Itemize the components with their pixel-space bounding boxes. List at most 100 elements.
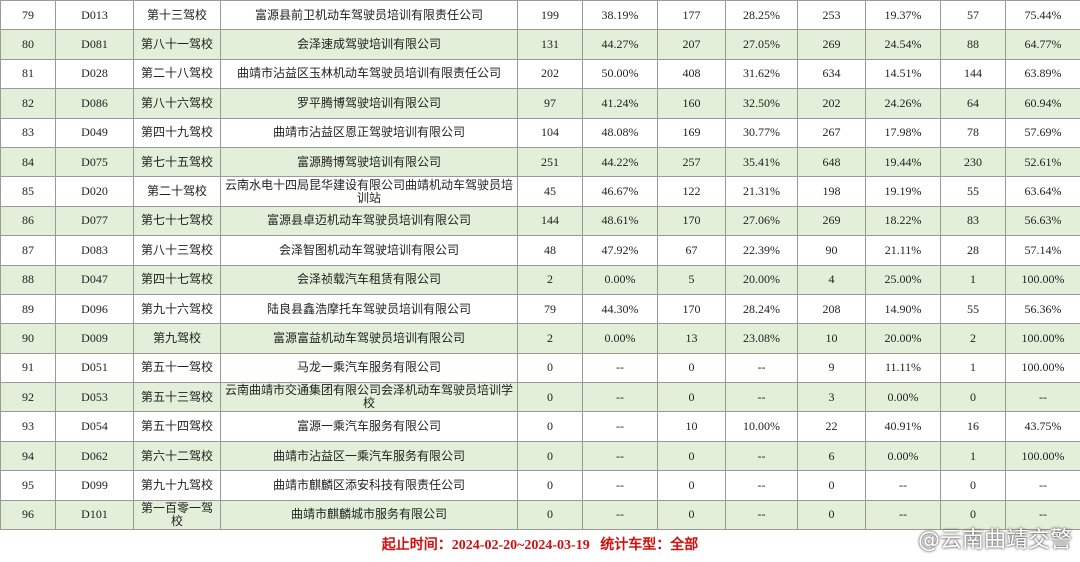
- table-cell: 0.00%: [865, 382, 941, 413]
- table-cell: 86: [0, 205, 56, 237]
- table-cell: 131: [517, 29, 583, 60]
- table-cell: 0.00%: [582, 264, 658, 295]
- table-cell: 第七十七驾校: [133, 205, 221, 237]
- table-row: 85 D020 第二十驾校 云南水电十四局昆华建设有限公司曲靖机动车驾驶员培训站 45 4…: [0, 176, 1080, 207]
- table-cell: 25.00%: [865, 264, 941, 295]
- table-cell: 648: [797, 146, 866, 178]
- table-cell: 27.05%: [725, 29, 798, 60]
- table-cell: 5: [657, 264, 726, 295]
- table-cell: 22: [797, 411, 866, 442]
- table-cell: 0: [797, 470, 866, 501]
- table-cell: 11.11%: [865, 352, 941, 384]
- table-cell: 97: [517, 88, 583, 119]
- table-cell: 100.00%: [1005, 440, 1080, 472]
- table-cell: 18.22%: [865, 205, 941, 237]
- table-cell: D081: [55, 29, 134, 60]
- table-row: 84 D075 第七十五驾校 富源腾博驾驶培训有限公司 251 44.22% 257 35.4…: [0, 146, 1080, 178]
- table-cell: 32.50%: [725, 88, 798, 119]
- table-cell: --: [582, 499, 658, 531]
- table-row: 95 D099 第九十九驾校 曲靖市麒麟区添安科技有限责任公司 0 -- 0 -- 0 -- 0 --: [0, 470, 1080, 501]
- table-row: 88 D047 第四十七驾校 会泽祯载汽车租赁有限公司 2 0.00% 5 20.00% 4 25…: [0, 264, 1080, 295]
- table-cell: D054: [55, 411, 134, 442]
- table-cell: 曲靖市麒麟区添安科技有限责任公司: [220, 470, 518, 501]
- table-cell: 19.44%: [865, 146, 941, 178]
- table-cell: 169: [657, 117, 726, 148]
- table-cell: 160: [657, 88, 726, 119]
- table-cell: 31.62%: [725, 58, 798, 90]
- table-cell: --: [582, 411, 658, 442]
- table-cell: --: [582, 440, 658, 472]
- table-cell: 第五十三驾校: [133, 382, 221, 413]
- table-cell: 80: [0, 29, 56, 60]
- table-cell: 陆良县鑫浩摩托车驾驶员培训有限公司: [220, 293, 518, 325]
- table-cell: 38.19%: [582, 0, 658, 31]
- table-cell: 30.77%: [725, 117, 798, 148]
- table-cell: 10: [797, 323, 866, 354]
- table-cell: 0: [657, 440, 726, 472]
- table-cell: 67: [657, 235, 726, 266]
- table-cell: 55: [940, 176, 1006, 207]
- data-table: 79 D013 第十三驾校 富源县前卫机动车驾驶员培训有限责任公司 199 38.19% 1…: [0, 0, 1080, 531]
- table-cell: 83: [0, 117, 56, 148]
- table-cell: 第八十一驾校: [133, 29, 221, 60]
- table-cell: 0: [940, 470, 1006, 501]
- table-cell: 28: [940, 235, 1006, 266]
- table-cell: D053: [55, 382, 134, 413]
- table-cell: 170: [657, 293, 726, 325]
- table-row: 79 D013 第十三驾校 富源县前卫机动车驾驶员培训有限责任公司 199 38.19% 1…: [0, 0, 1080, 31]
- table-cell: 85: [0, 176, 56, 207]
- table-cell: 40.91%: [865, 411, 941, 442]
- table-cell: 63.89%: [1005, 58, 1080, 90]
- table-cell: 10: [657, 411, 726, 442]
- table-cell: 第八十六驾校: [133, 88, 221, 119]
- table-cell: 9: [797, 352, 866, 384]
- table-cell: 3: [797, 382, 866, 413]
- table-cell: 云南水电十四局昆华建设有限公司曲靖机动车驾驶员培训站: [220, 176, 518, 207]
- table-cell: 2: [517, 323, 583, 354]
- table-cell: 253: [797, 0, 866, 31]
- table-cell: D049: [55, 117, 134, 148]
- table-cell: 0: [517, 382, 583, 413]
- table-cell: 46.67%: [582, 176, 658, 207]
- table-cell: 21.11%: [865, 235, 941, 266]
- table-row: 90 D009 第九驾校 富源富益机动车驾驶员培训有限公司 2 0.00% 13 23.08%…: [0, 323, 1080, 354]
- table-cell: --: [725, 470, 798, 501]
- table-cell: D096: [55, 293, 134, 325]
- table-cell: 202: [797, 88, 866, 119]
- table-cell: 曲靖市麒麟城市服务有限公司: [220, 499, 518, 531]
- table-cell: 48.61%: [582, 205, 658, 237]
- table-cell: 82: [0, 88, 56, 119]
- table-cell: 88: [940, 29, 1006, 60]
- table-cell: D101: [55, 499, 134, 531]
- table-cell: 第七十五驾校: [133, 146, 221, 178]
- table-cell: 56.36%: [1005, 293, 1080, 325]
- table-cell: 22.39%: [725, 235, 798, 266]
- table-cell: D020: [55, 176, 134, 207]
- table-cell: 会泽祯载汽车租赁有限公司: [220, 264, 518, 295]
- table-cell: 0: [940, 382, 1006, 413]
- table-cell: 第五十一驾校: [133, 352, 221, 384]
- table-cell: 14.90%: [865, 293, 941, 325]
- table-cell: 第一百零一驾校: [133, 499, 221, 531]
- table-cell: 79: [517, 293, 583, 325]
- table-cell: 144: [517, 205, 583, 237]
- table-cell: 27.06%: [725, 205, 798, 237]
- table-cell: 2: [940, 323, 1006, 354]
- table-cell: 63.64%: [1005, 176, 1080, 207]
- table-cell: 16: [940, 411, 1006, 442]
- table-cell: 50.00%: [582, 58, 658, 90]
- table-cell: 55: [940, 293, 1006, 325]
- table-cell: 64.77%: [1005, 29, 1080, 60]
- table-row: 92 D053 第五十三驾校 云南曲靖市交通集团有限公司会泽机动车驾驶员培训学校 0 --…: [0, 382, 1080, 413]
- table-cell: 曲靖市沾益区恩正驾驶培训有限公司: [220, 117, 518, 148]
- table-cell: 170: [657, 205, 726, 237]
- table-cell: 56.63%: [1005, 205, 1080, 237]
- table-cell: 44.30%: [582, 293, 658, 325]
- table-cell: 第六十二驾校: [133, 440, 221, 472]
- table-row: 96 D101 第一百零一驾校 曲靖市麒麟城市服务有限公司 0 -- 0 -- 0 -- 0 --: [0, 499, 1080, 531]
- table-cell: 0: [797, 499, 866, 531]
- table-cell: 第五十四驾校: [133, 411, 221, 442]
- table-cell: 23.08%: [725, 323, 798, 354]
- table-cell: 78: [940, 117, 1006, 148]
